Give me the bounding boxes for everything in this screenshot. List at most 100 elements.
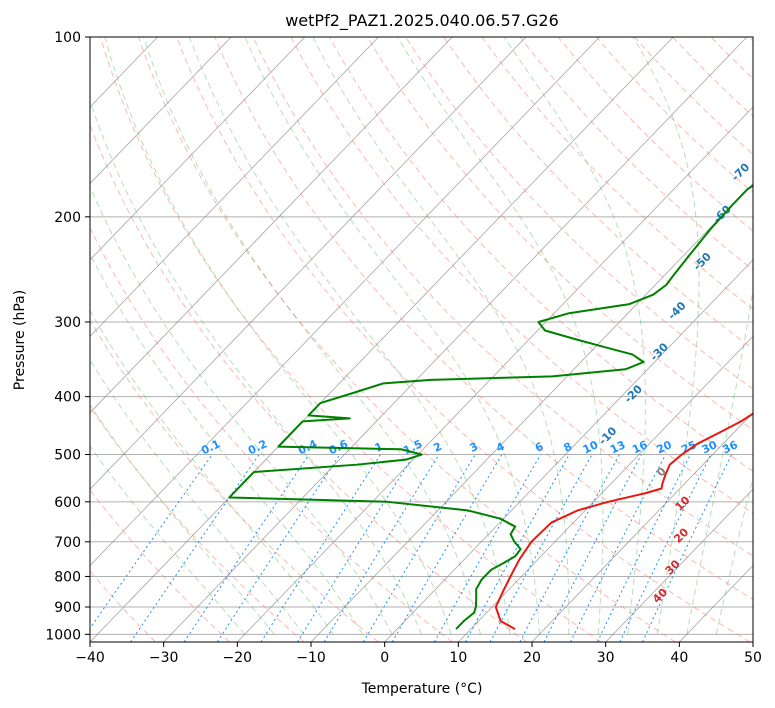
mixing-ratio-label: 20 (655, 438, 675, 456)
dry-adiabat-line (177, 37, 750, 642)
y-axis: 100 200 300 400 500 600 700 800 900 1000 (45, 30, 90, 643)
mixing-ratio-label: 6 (533, 440, 546, 455)
dry-adiabat-line (0, 37, 304, 642)
y-tick-label: 600 (54, 495, 81, 511)
x-tick-label: 30 (597, 650, 615, 666)
mixing-ratio-label: 16 (630, 438, 650, 456)
dry-adiabat-line (596, 37, 775, 642)
mixing-ratio-line (643, 455, 732, 642)
isotherm-line (0, 37, 526, 642)
mixing-ratio-line (465, 455, 569, 642)
isotherm-grid (0, 37, 775, 642)
dry-adiabats (0, 37, 775, 642)
line-labels: 0.10.20.40.611.52346810131620253036-100-… (199, 20, 775, 606)
isotherm-line (0, 37, 231, 642)
isotherm-line (0, 37, 379, 642)
x-tick-label: 20 (523, 650, 541, 666)
isotherm-line (90, 37, 673, 642)
x-tick-label: 40 (670, 650, 688, 666)
y-tick-label: 700 (54, 535, 81, 551)
moist-adiabats (0, 37, 775, 634)
dry-adiabat-line (444, 37, 775, 642)
mixing-ratio-line (570, 455, 665, 642)
dry-adiabat-label: -30 (648, 340, 671, 363)
isotherm-line (458, 37, 775, 642)
moist-adiabat-line (245, 37, 539, 634)
isotherm-line (753, 37, 775, 642)
dry-adiabat-line (0, 37, 378, 642)
mixing-ratio-label: 1 (373, 440, 385, 455)
y-tick-label: 400 (54, 390, 81, 406)
mixing-ratio-line (261, 455, 380, 642)
dry-adiabat-line (291, 37, 775, 642)
moist-adiabat-label: 40 (650, 585, 670, 605)
dry-adiabat-label: -50 (691, 250, 714, 273)
x-axis: −40 −30 −20 −10 0 10 20 30 40 50 (75, 642, 762, 666)
y-tick-label: 300 (54, 315, 81, 331)
dry-adiabat-label: -90 (761, 70, 775, 93)
temperature-profile-line (496, 37, 775, 629)
mixing-ratio-line (544, 455, 641, 642)
x-tick-label: 50 (744, 650, 762, 666)
dry-adiabat-label: -40 (665, 299, 688, 322)
x-axis-label: Temperature (°C) (361, 681, 483, 697)
dewpoint-profile-line (229, 37, 775, 629)
mixing-ratio-line (131, 455, 260, 642)
moist-adiabat-label: 30 (663, 557, 683, 577)
dry-adiabat-label: -70 (729, 160, 752, 183)
mixing-ratio-line (520, 455, 619, 642)
y-tick-label: 200 (54, 210, 81, 226)
moist-adiabat-line (633, 37, 699, 634)
dry-adiabat-line (329, 37, 775, 642)
isotherm-line (0, 37, 452, 642)
dry-adiabat-line (0, 37, 230, 642)
dry-adiabat-line (215, 37, 775, 642)
x-tick-label: −10 (296, 650, 326, 666)
mixing-ratio-line (297, 455, 414, 642)
mixing-ratio-line (490, 455, 592, 642)
moist-adiabat-line (105, 37, 451, 634)
y-tick-label: 800 (54, 569, 81, 585)
moist-adiabat-line (397, 37, 602, 634)
dry-adiabat-label: -80 (748, 110, 771, 133)
y-tick-label: 100 (54, 30, 81, 46)
dry-adiabat-label: -20 (622, 382, 645, 405)
dry-adiabat-line (558, 37, 775, 642)
dry-adiabat-line (253, 37, 775, 642)
mixing-ratio-label: 2 (431, 440, 443, 455)
isotherm-line (311, 37, 775, 642)
x-tick-label: −20 (223, 650, 253, 666)
plot-area: 0.10.20.40.611.52346810131620253036-100-… (0, 20, 775, 642)
mixing-ratio-line (184, 455, 309, 642)
chart-title: wetPf2_PAZ1.2025.040.06.57.G26 (285, 11, 559, 31)
moist-adiabat-line (0, 37, 333, 634)
dry-adiabat-line (139, 37, 676, 642)
mixing-ratio-line (597, 455, 690, 642)
x-tick-label: 0 (380, 650, 389, 666)
dry-adiabat-line (0, 37, 7, 642)
isotherm-line (164, 37, 747, 642)
dry-adiabat-line (367, 37, 775, 642)
mixing-ratio-line (434, 455, 540, 642)
y-tick-label: 500 (54, 448, 81, 464)
mixing-ratio-label: 4 (494, 440, 507, 455)
isotherm-line (0, 37, 10, 642)
mixing-ratio-line (217, 455, 340, 642)
y-axis-label: Pressure (hPa) (12, 290, 28, 390)
sounding-profiles (229, 37, 775, 629)
dry-adiabat-line (24, 37, 453, 642)
isobar-grid (90, 37, 753, 634)
x-tick-label: 10 (449, 650, 467, 666)
x-tick-label: −40 (75, 650, 105, 666)
y-tick-label: 900 (54, 600, 81, 616)
dry-adiabat-line (635, 37, 775, 642)
moist-adiabat-line (504, 37, 645, 634)
moist-adiabat-line (0, 37, 245, 634)
dry-adiabat-line (520, 37, 775, 642)
mixing-ratio-line (620, 455, 711, 642)
isotherm-line (532, 37, 775, 642)
isotherm-line (237, 37, 775, 642)
moist-adiabat-line (72, 37, 422, 634)
y-tick-label: 1000 (45, 627, 81, 643)
